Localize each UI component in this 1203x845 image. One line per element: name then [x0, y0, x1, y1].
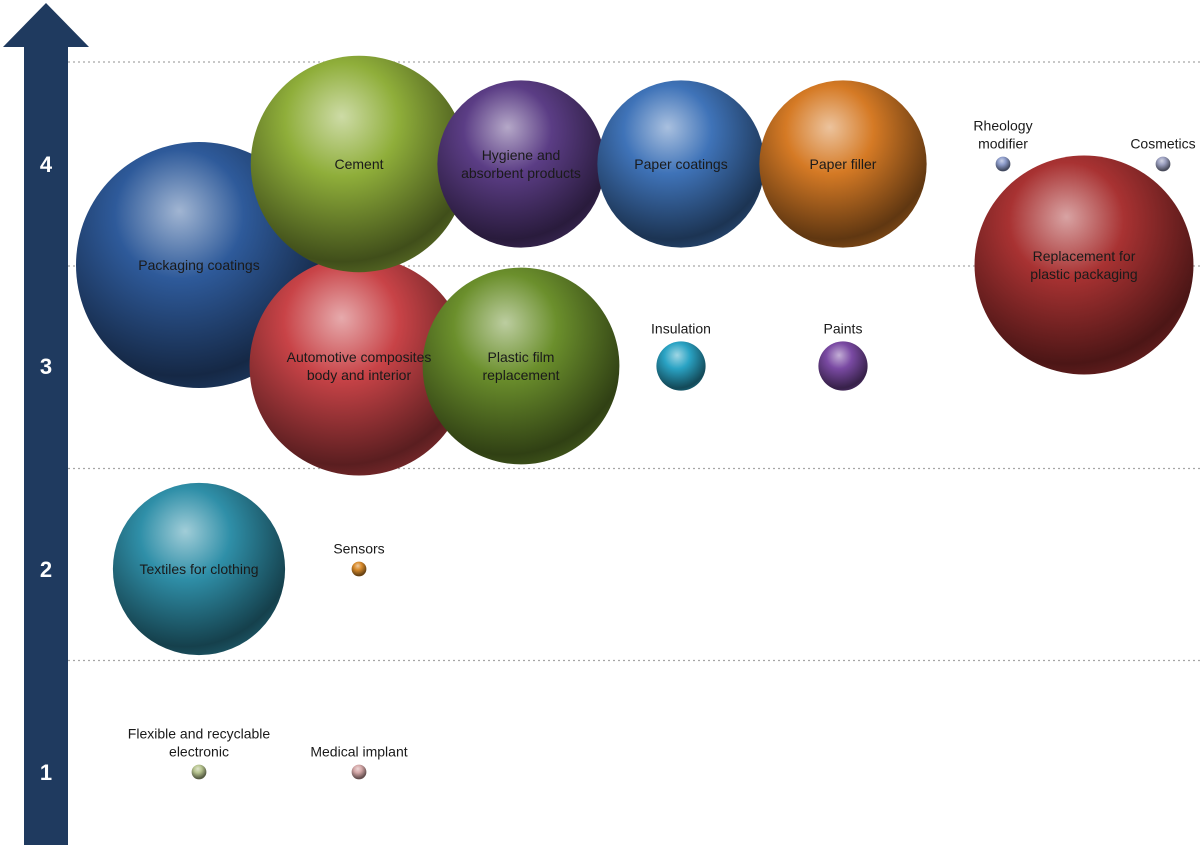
bubble-label: Plastic film replacement [482, 349, 559, 383]
bubble [437, 80, 605, 248]
axis-arrow [3, 3, 89, 845]
bubble-label: Paper filler [810, 156, 877, 172]
bubble [1155, 156, 1171, 172]
bubble-label: Cement [334, 156, 383, 172]
bubble [597, 80, 765, 248]
bubble [656, 341, 706, 391]
bubble-label: Flexible and recyclable electronic [128, 726, 271, 760]
y-tick-label: 4 [40, 152, 53, 177]
bubbles [76, 55, 1194, 780]
bubble-label: Medical implant [310, 744, 407, 760]
bubble-labels: Packaging coatings Automotive composites b… [128, 118, 1196, 760]
bubble [995, 156, 1011, 172]
y-axis-arrow: 1 2 3 4 [3, 3, 89, 845]
y-tick-label: 1 [40, 760, 52, 785]
bubble-label: Sensors [333, 541, 384, 557]
bubble-label: Cosmetics [1130, 136, 1195, 152]
y-tick-label: 2 [40, 557, 52, 582]
bubble-label: Packaging coatings [138, 257, 259, 273]
bubble [351, 764, 367, 780]
bubble [351, 561, 367, 577]
bubble [759, 80, 927, 248]
grid-lines [68, 61, 1200, 662]
bubble-label: Paper coatings [634, 156, 727, 172]
bubble [818, 341, 868, 391]
bubble-label: Paints [824, 320, 863, 336]
bubble [250, 55, 468, 273]
bubble-label: Hygiene and absorbent products [461, 147, 581, 181]
bubble [191, 764, 207, 780]
bubble-label: Textiles for clothing [139, 561, 258, 577]
bubble-label: Insulation [651, 320, 711, 336]
bubble-label: Replacement for plastic packaging [1030, 248, 1137, 282]
bubble-label: Automotive composites body and interior [287, 349, 432, 383]
bubble [249, 256, 469, 476]
bubble [422, 267, 620, 465]
bubble-label: Rheology modifier [973, 118, 1032, 152]
y-tick-label: 3 [40, 354, 52, 379]
bubble [974, 155, 1194, 375]
bubble [112, 482, 286, 656]
